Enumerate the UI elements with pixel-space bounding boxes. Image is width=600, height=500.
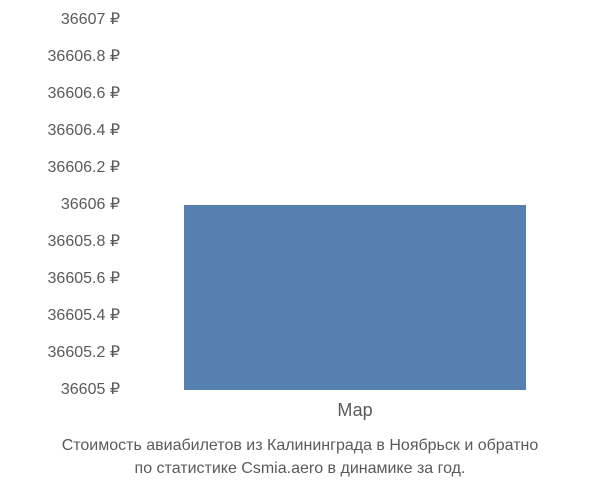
y-axis-label: 36607 ₽ (61, 12, 120, 28)
plot-area: Мар (130, 20, 580, 390)
chart-caption: Стоимость авиабилетов из Калининграда в … (0, 435, 600, 480)
y-axis-label: 36606 ₽ (61, 197, 120, 213)
chart-container: 36607 ₽ 36606.8 ₽ 36606.6 ₽ 36606.4 ₽ 36… (0, 20, 600, 390)
caption-line1: Стоимость авиабилетов из Калининграда в … (62, 437, 539, 454)
caption-line2: по статистике Csmia.aero в динамике за г… (135, 460, 466, 477)
y-axis-label: 36606.4 ₽ (48, 123, 120, 139)
y-axis-label: 36606.2 ₽ (48, 160, 120, 176)
y-axis-label: 36606.6 ₽ (48, 86, 120, 102)
y-axis-label: 36606.8 ₽ (48, 49, 120, 65)
y-axis-label: 36605.4 ₽ (48, 308, 120, 324)
y-axis-label: 36605.2 ₽ (48, 345, 120, 361)
y-axis-label: 36605 ₽ (61, 382, 120, 398)
y-axis-label: 36605.6 ₽ (48, 271, 120, 287)
y-axis-label: 36605.8 ₽ (48, 234, 120, 250)
bar-mar (184, 205, 526, 390)
y-axis: 36607 ₽ 36606.8 ₽ 36606.6 ₽ 36606.4 ₽ 36… (0, 20, 125, 390)
x-axis-label: Мар (337, 400, 372, 421)
